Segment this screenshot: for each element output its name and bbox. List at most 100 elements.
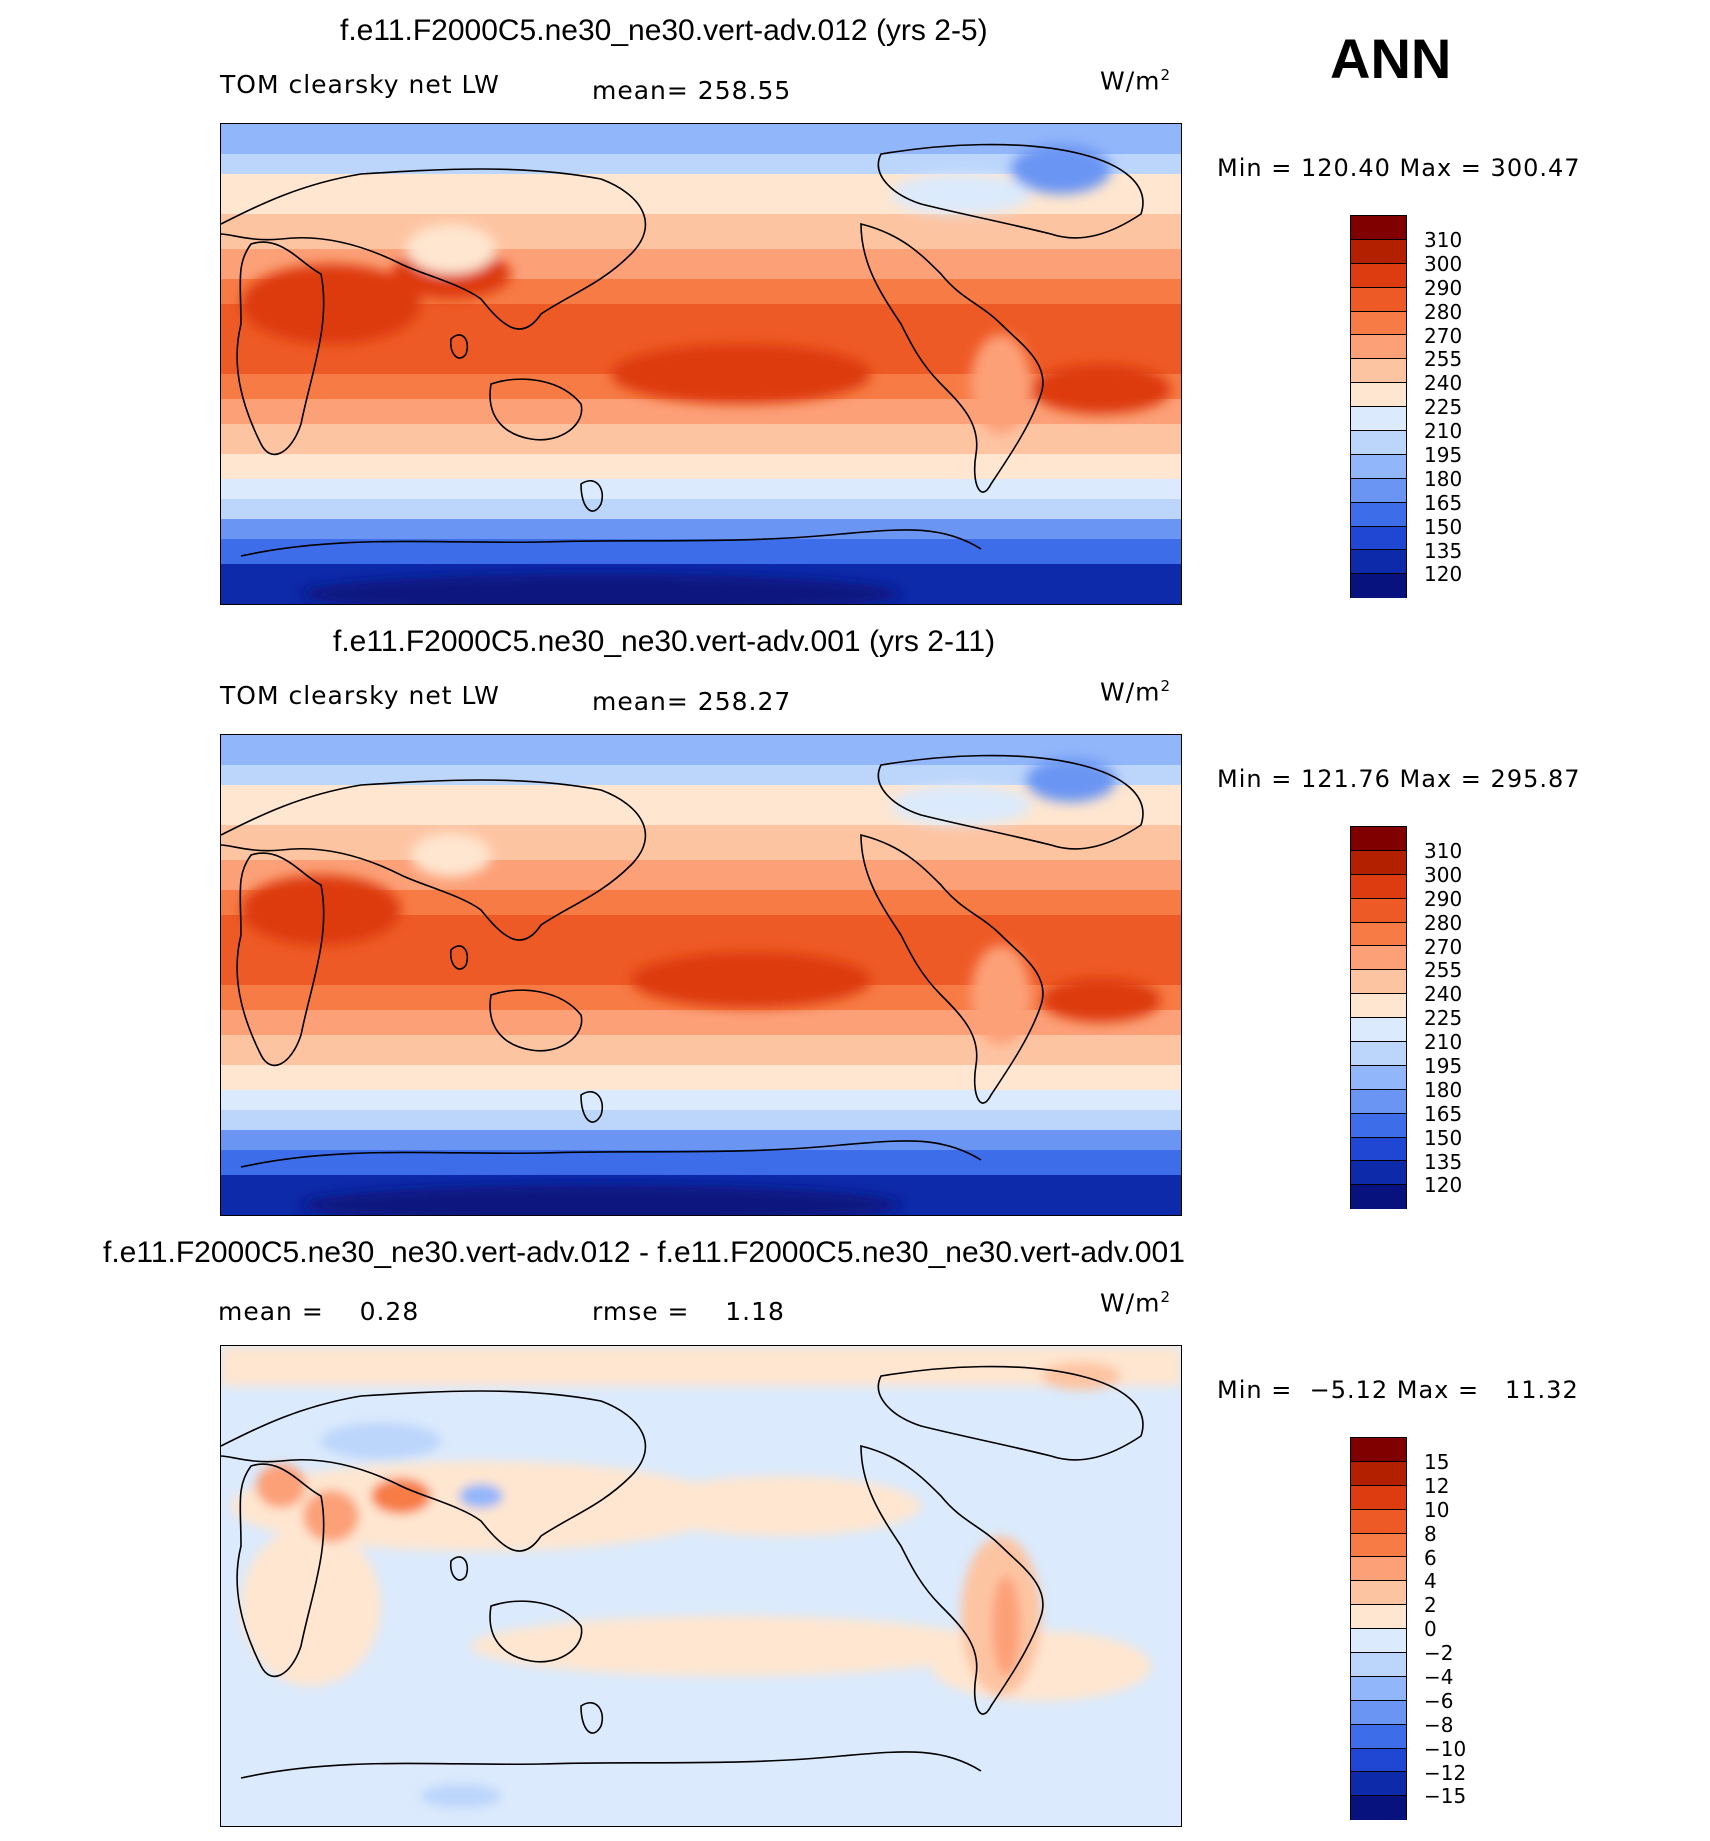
panel-1-swatch <box>1351 239 1406 264</box>
panel-3-swatch <box>1351 1653 1406 1677</box>
panel-3-level: −15 <box>1424 1784 1467 1808</box>
panel-1-level: 135 <box>1424 539 1463 563</box>
panel-1-level: 290 <box>1424 276 1463 300</box>
panel-2-swatch <box>1351 874 1406 899</box>
panel-2-swatch <box>1351 898 1406 923</box>
panel-1-swatch <box>1351 216 1406 240</box>
panel-1-title: f.e11.F2000C5.ne30_ne30.vert-adv.012 (yr… <box>340 14 988 47</box>
panel-1-swatch <box>1351 407 1406 432</box>
panel-1-minmax: Min = 120.40 Max = 300.47 <box>1217 154 1581 182</box>
panel-1-swatch <box>1351 550 1406 575</box>
panel-1-level: 240 <box>1424 371 1463 395</box>
panel-2-variable-label: TOM clearsky net LW <box>220 681 500 710</box>
panel-3-minmax: Min = −5.12 Max = 11.32 <box>1217 1376 1579 1404</box>
panel-2-swatch <box>1351 946 1406 971</box>
panel-1-swatch <box>1351 359 1406 384</box>
panel-3-swatch <box>1351 1772 1406 1797</box>
panel-1-level: 150 <box>1424 515 1463 539</box>
panel-2-swatch <box>1351 970 1406 995</box>
panel-2-swatch <box>1351 1113 1406 1138</box>
season-label: ANN <box>1330 27 1452 90</box>
panel-2-level: 210 <box>1424 1030 1463 1054</box>
panel-3-swatch <box>1351 1724 1406 1749</box>
panel-2-swatch <box>1351 1185 1406 1210</box>
panel-2-swatch <box>1351 850 1406 875</box>
panel-1-swatch <box>1351 311 1406 336</box>
panel-3-swatch <box>1351 1748 1406 1773</box>
panel-1-level: 120 <box>1424 562 1463 586</box>
panel-2-level: 120 <box>1424 1173 1463 1197</box>
panel-3-swatch <box>1351 1676 1406 1701</box>
panel-2-colorbar <box>1350 826 1407 1210</box>
panel-2-level: 255 <box>1424 958 1463 982</box>
panel-3-level: 2 <box>1424 1593 1437 1617</box>
panel-1-level: 180 <box>1424 467 1463 491</box>
panel-3-level: −2 <box>1424 1641 1454 1665</box>
panel-3-level: 15 <box>1424 1450 1450 1474</box>
panel-1-colorbar <box>1350 215 1407 599</box>
panel-1-swatch <box>1351 287 1406 312</box>
panel-3-level: −4 <box>1424 1665 1454 1689</box>
panel-1-units: W/m2 <box>1100 66 1172 96</box>
panel-3-rmse-label: rmse = 1.18 <box>592 1297 785 1326</box>
panel-1-swatch <box>1351 383 1406 408</box>
panel-1-swatch <box>1351 263 1406 288</box>
panel-3-level: 6 <box>1424 1546 1437 1570</box>
panel-1-variable-label: TOM clearsky net LW <box>220 70 500 99</box>
panel-2-swatch <box>1351 922 1406 947</box>
panel-2-units: W/m2 <box>1100 677 1172 707</box>
panel-3-swatch <box>1351 1629 1406 1654</box>
panel-3-swatch <box>1351 1557 1406 1582</box>
panel-3-swatch <box>1351 1533 1406 1558</box>
panel-3-swatch <box>1351 1509 1406 1534</box>
panel-2-minmax: Min = 121.76 Max = 295.87 <box>1217 765 1581 793</box>
panel-2-map <box>220 734 1182 1216</box>
panel-2-level: 195 <box>1424 1054 1463 1078</box>
panel-3-title: f.e11.F2000C5.ne30_ne30.vert-adv.012 - f… <box>103 1236 1185 1269</box>
panel-2-level: 240 <box>1424 982 1463 1006</box>
panel-3-level: −8 <box>1424 1713 1454 1737</box>
panel-1-swatch <box>1351 454 1406 479</box>
panel-2-swatch <box>1351 1161 1406 1186</box>
panel-3-swatch <box>1351 1605 1406 1630</box>
panel-3-swatch <box>1351 1796 1406 1821</box>
panel-1-level: 255 <box>1424 347 1463 371</box>
panel-2-swatch <box>1351 1018 1406 1043</box>
panel-2-level: 135 <box>1424 1150 1463 1174</box>
panel-1-swatch <box>1351 502 1406 527</box>
panel-1-level: 195 <box>1424 443 1463 467</box>
panel-2-level: 280 <box>1424 911 1463 935</box>
panel-3-units: W/m2 <box>1100 1288 1172 1318</box>
panel-2-level: 310 <box>1424 839 1463 863</box>
panel-1-features <box>241 144 1171 604</box>
panel-1-swatch <box>1351 574 1406 599</box>
panel-2-mean-label: mean= 258.27 <box>592 687 792 716</box>
panel-2-swatch <box>1351 994 1406 1019</box>
panel-2-level: 300 <box>1424 863 1463 887</box>
panel-3-level: −10 <box>1424 1737 1467 1761</box>
panel-2-swatch <box>1351 1065 1406 1090</box>
panel-3-mean-label: mean = 0.28 <box>218 1297 420 1326</box>
panel-2-title: f.e11.F2000C5.ne30_ne30.vert-adv.001 (yr… <box>333 625 996 658</box>
panel-1-swatch <box>1351 335 1406 360</box>
panel-1-level: 165 <box>1424 491 1463 515</box>
panel-1-coastlines <box>221 143 1144 557</box>
panel-2-swatch <box>1351 1089 1406 1114</box>
panel-2-coastlines <box>221 754 1144 1168</box>
panel-2-level: 180 <box>1424 1078 1463 1102</box>
panel-2-features <box>241 758 1161 1215</box>
panel-2-level: 270 <box>1424 935 1463 959</box>
panel-1-level: 210 <box>1424 419 1463 443</box>
panel-3-level: 8 <box>1424 1522 1437 1546</box>
panel-1-swatch <box>1351 478 1406 503</box>
panel-2-level: 150 <box>1424 1126 1463 1150</box>
panel-3-swatch <box>1351 1485 1406 1510</box>
panel-3-swatch <box>1351 1700 1406 1725</box>
panel-1-swatch <box>1351 526 1406 551</box>
panel-2-swatch <box>1351 1137 1406 1162</box>
panel-1-level: 280 <box>1424 300 1463 324</box>
panel-3-swatch <box>1351 1461 1406 1486</box>
panel-1-map <box>220 123 1182 605</box>
panel-1-mean-label: mean= 258.55 <box>592 76 792 105</box>
panel-3-coastlines <box>221 1365 1144 1779</box>
